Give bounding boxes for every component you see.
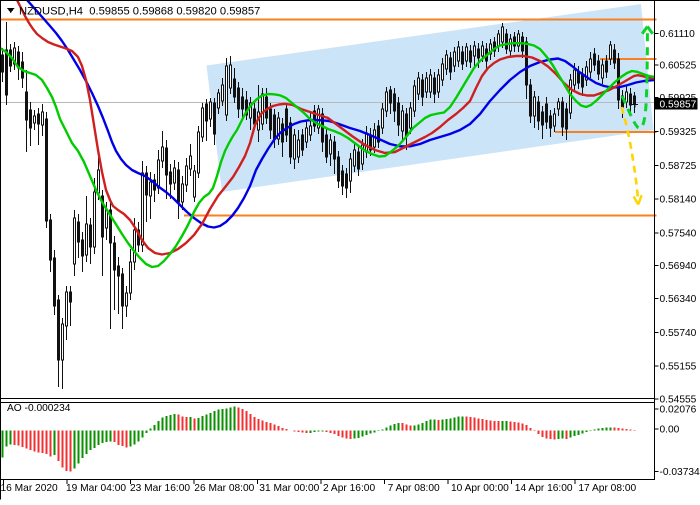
svg-text:0.58725: 0.58725	[660, 161, 697, 172]
svg-text:14 Apr 16:00: 14 Apr 16:00	[515, 483, 573, 494]
svg-text:0.02076: 0.02076	[660, 405, 697, 416]
svg-text:2 Apr 16:00: 2 Apr 16:00	[323, 483, 375, 494]
svg-text:0.57540: 0.57540	[660, 229, 697, 240]
svg-text:23 Mar 16:00: 23 Mar 16:00	[130, 483, 190, 494]
svg-text:31 Mar 00:00: 31 Mar 00:00	[259, 483, 319, 494]
svg-text:0.56940: 0.56940	[660, 261, 697, 272]
svg-text:AO -0.000234: AO -0.000234	[7, 403, 71, 414]
svg-text:0.59325: 0.59325	[660, 127, 697, 138]
svg-text:10 Apr 00:00: 10 Apr 00:00	[451, 483, 509, 494]
svg-text:0.56340: 0.56340	[660, 294, 697, 305]
svg-text:0.55155: 0.55155	[660, 362, 697, 373]
svg-text:26 Mar 08:00: 26 Mar 08:00	[194, 483, 254, 494]
svg-text:0.61110: 0.61110	[660, 29, 696, 40]
svg-text:0.59857: 0.59857	[660, 99, 697, 110]
svg-text:16 Mar 2020: 16 Mar 2020	[1, 483, 59, 494]
svg-text:0.00: 0.00	[660, 425, 680, 436]
svg-text:7 Apr 08:00: 7 Apr 08:00	[388, 483, 440, 494]
svg-text:0.58140: 0.58140	[660, 195, 697, 206]
svg-text:-0.037345: -0.037345	[660, 467, 700, 478]
svg-text:0.60525: 0.60525	[660, 61, 697, 72]
svg-text:17 Apr 08:00: 17 Apr 08:00	[578, 483, 636, 494]
svg-text:0.55740: 0.55740	[660, 328, 697, 339]
svg-text:NZDUSD,H4 0.59855 0.59868 0.5: NZDUSD,H4 0.59855 0.59868 0.59820 0.5985…	[19, 6, 260, 18]
svg-text:19 Mar 04:00: 19 Mar 04:00	[66, 483, 126, 494]
